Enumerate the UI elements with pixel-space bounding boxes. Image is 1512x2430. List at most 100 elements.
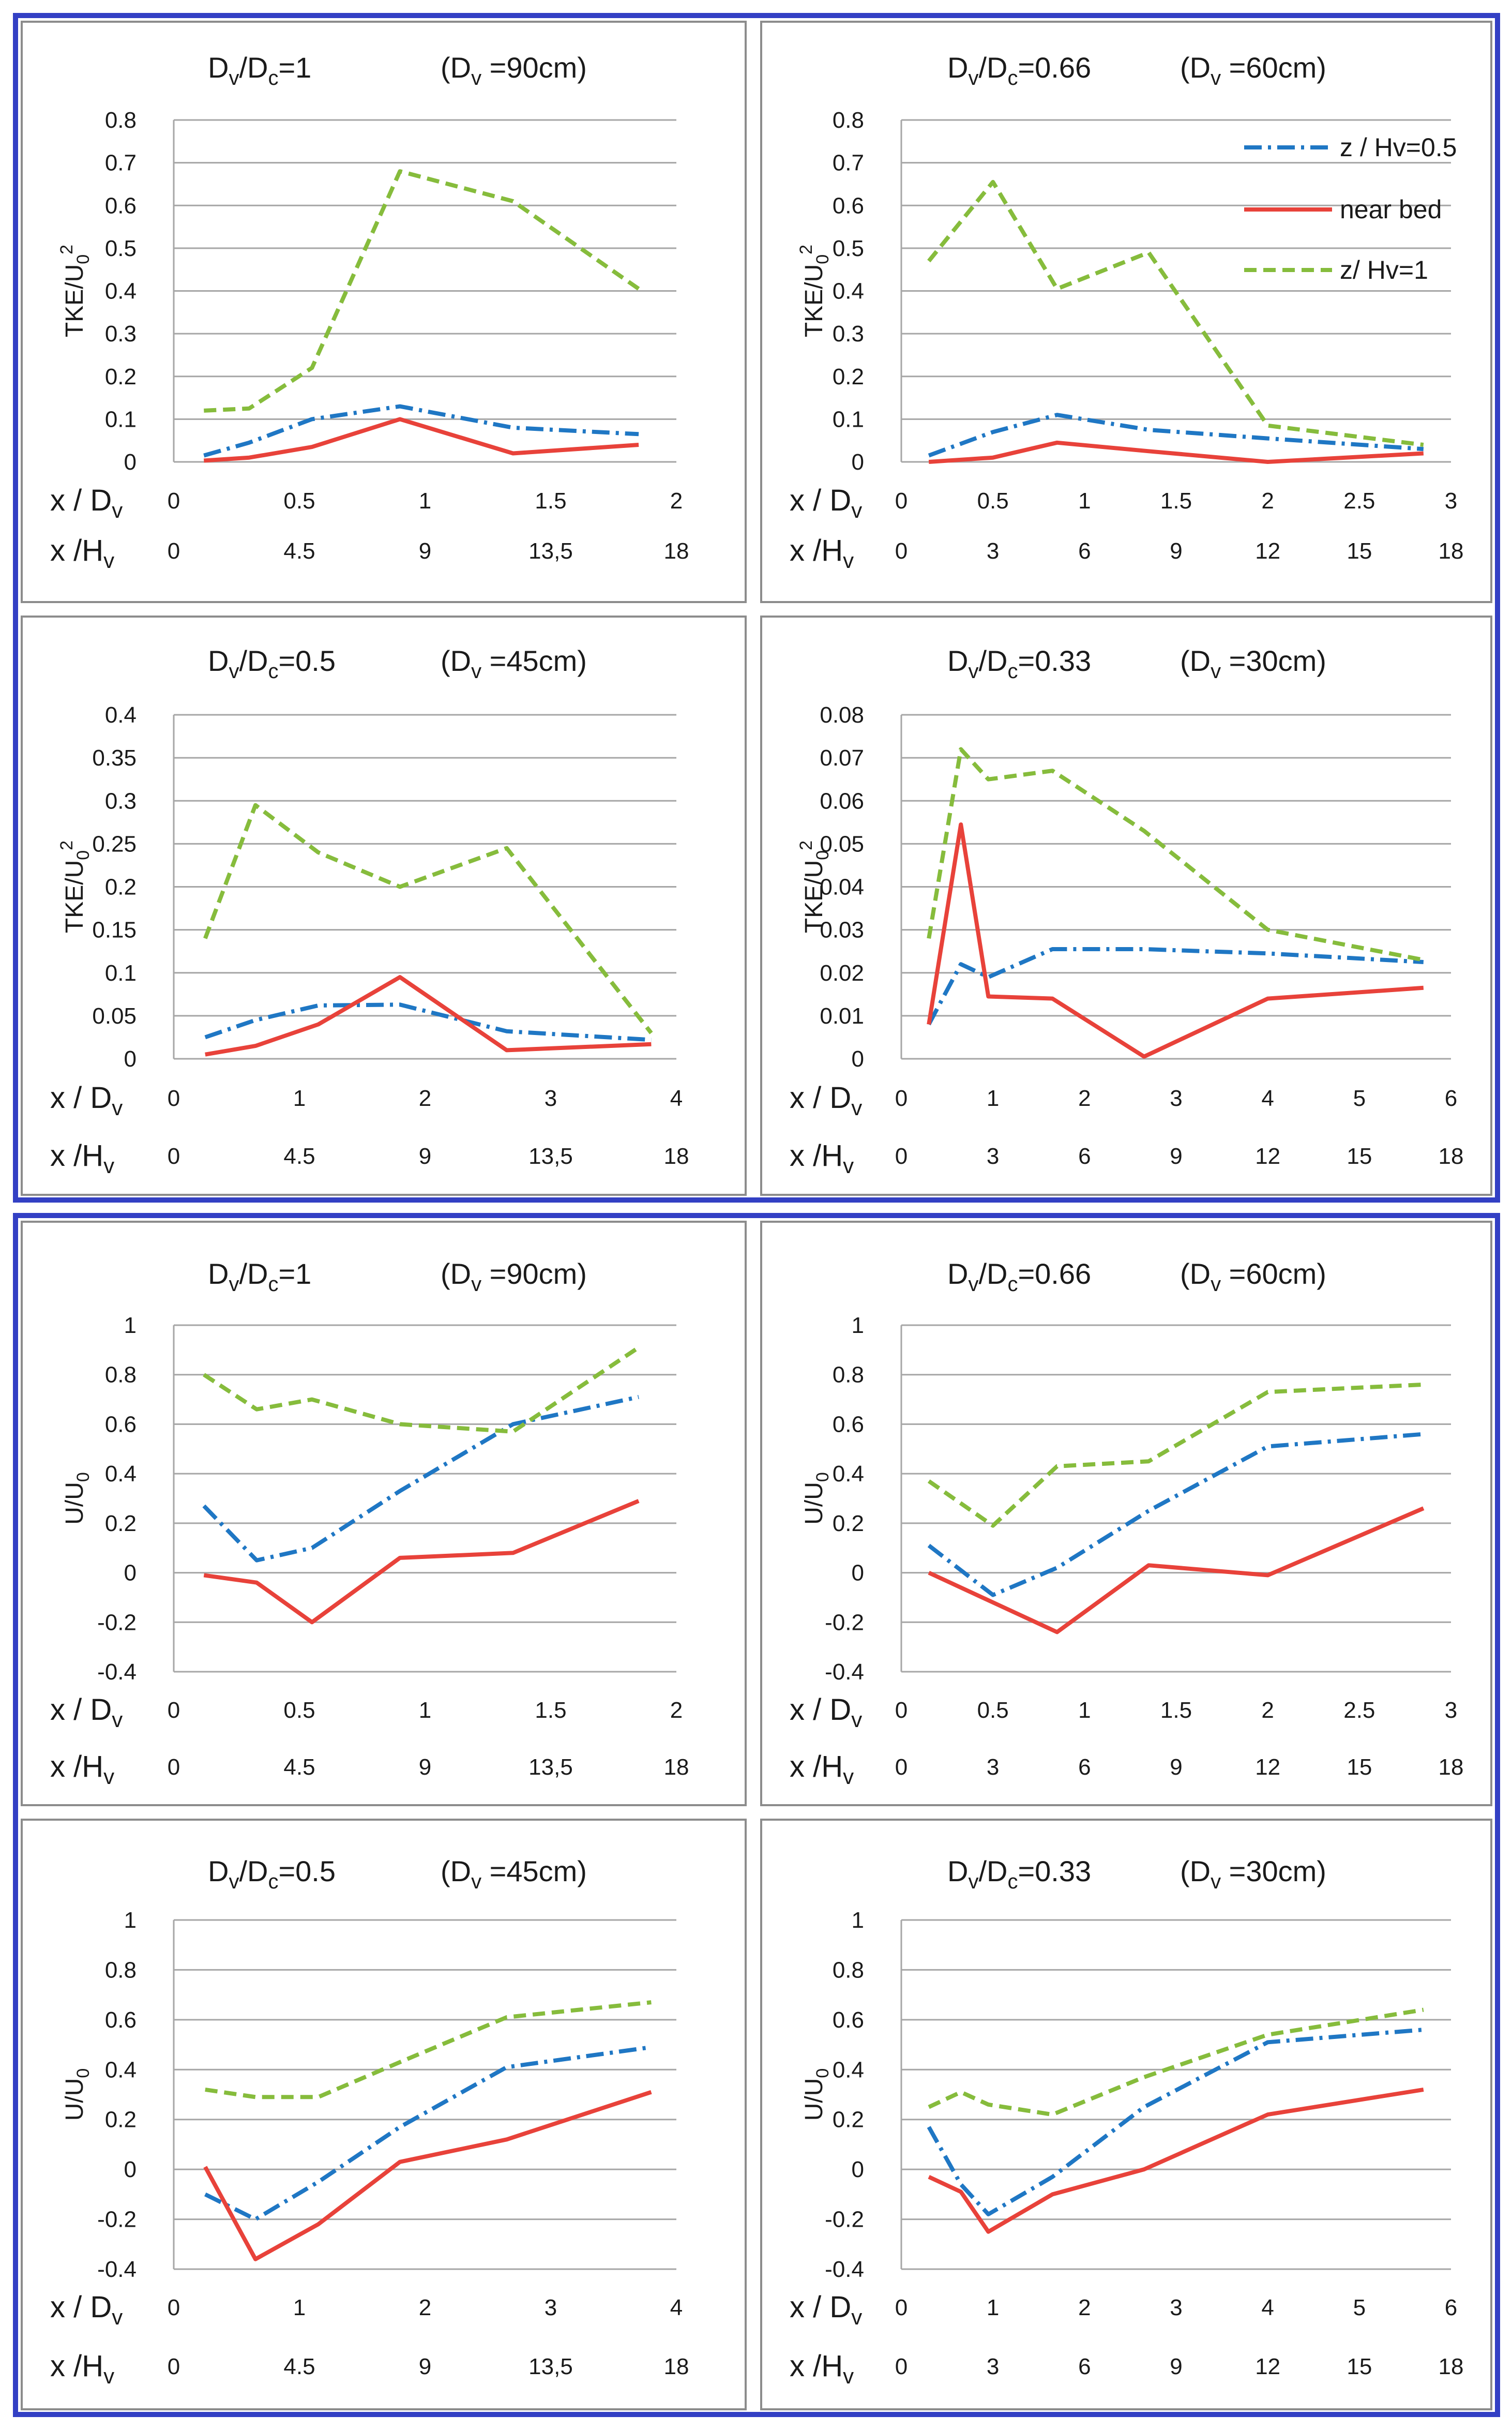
y-tick-label: -0.2	[825, 1610, 864, 1635]
series-line-s1	[203, 803, 653, 1034]
x-axis-label-sub: v	[112, 1096, 123, 1120]
y-tick-label: 0.6	[105, 2007, 137, 2033]
x2-tick-label: 15	[1347, 538, 1372, 564]
x2-axis-label-main: x /H	[790, 1139, 843, 1173]
title-sub: v	[471, 1273, 481, 1296]
title-part: /D	[239, 644, 268, 677]
x2-tick-label: 6	[1078, 1144, 1091, 1169]
title-sub: v	[1211, 660, 1221, 683]
y-tick-label: 0.4	[833, 279, 864, 304]
title-sub: v	[229, 1870, 239, 1893]
title-ratio: =1	[278, 1257, 311, 1290]
x-tick-label: 1	[419, 488, 431, 514]
x2-tick-label: 3	[987, 2354, 999, 2379]
x2-axis-label-sub: v	[103, 1764, 114, 1789]
x2-axis-label-sub: v	[843, 1764, 854, 1789]
y-tick-label: 0.6	[105, 193, 137, 218]
x2-axis-label: x /Hv	[790, 2349, 854, 2388]
series-line-bed	[928, 440, 1424, 464]
title-part: /D	[978, 1855, 1007, 1887]
x-tick-label: 4	[1261, 2295, 1274, 2320]
chart-u-dv60: -0.4 -0.2 0 0.2 0.4 0.6 0.8 1 0 0.5 1 1.5 2 2.5 3 0 3 6 9 1…	[760, 1221, 1492, 1806]
chart-tke-dv45: 0 0.05 0.1 0.15 0.2 0.25 0.3 0.35 0.4 0 1 2 3 4 0 4.5 9 1…	[21, 616, 747, 1196]
x-tick-label: 0	[168, 1698, 180, 1723]
y-tick-label: 0.02	[820, 961, 864, 986]
x-axis-label: x / Dv	[50, 1081, 123, 1120]
x-axis-label-sub: v	[112, 2305, 123, 2329]
y-tick-label: 0.8	[105, 1362, 137, 1388]
title-dv: =30cm)	[1221, 644, 1326, 677]
x-tick-label: 2.5	[1343, 1698, 1375, 1723]
x-axis-label-sub: v	[112, 1707, 123, 1732]
y-tick-label: 0.6	[833, 193, 864, 218]
x-tick-label: 2	[670, 1698, 683, 1723]
x2-tick-label: 15	[1347, 2354, 1372, 2379]
y-tick-label: 0.15	[92, 918, 137, 943]
x-tick-label: 5	[1353, 1086, 1366, 1111]
x-tick-label: 3	[1170, 1086, 1182, 1111]
title-sub: c	[268, 1273, 278, 1296]
panel-border	[760, 616, 1492, 1196]
title-sub: v	[229, 1273, 239, 1296]
x-axis-label: x / Dv	[50, 2290, 123, 2329]
y-tick-label: 1	[852, 1908, 864, 1933]
title-part: /D	[239, 51, 268, 84]
x2-tick-label: 18	[664, 1144, 689, 1169]
title-ratio: =0.5	[278, 1855, 336, 1887]
x-axis-label-main: x / D	[790, 2290, 851, 2324]
x-tick-label: 1.5	[1160, 488, 1192, 514]
title-part: (D	[441, 644, 471, 677]
y-axis-label-main: U/U	[61, 2078, 88, 2121]
x2-tick-label: 6	[1078, 1754, 1091, 1780]
y-tick-label: -0.4	[825, 1659, 864, 1685]
x2-tick-label: 9	[1170, 2354, 1182, 2379]
chart-title-dv: (Dv =60cm)	[1180, 1257, 1326, 1296]
x-tick-label: 4	[670, 1086, 683, 1111]
chart-u-dv90: -0.4 -0.2 0 0.2 0.4 0.6 0.8 1 0 0.5 1 1.5 2 0 4.5 9 13,5…	[21, 1221, 747, 1806]
x2-tick-label: 9	[1170, 1144, 1182, 1169]
x2-tick-label: 12	[1255, 2354, 1280, 2379]
title-part: /D	[978, 1257, 1007, 1290]
chart-title-dv: (Dv =90cm)	[441, 1257, 587, 1296]
y-axis-label-main: TKE/U	[800, 264, 828, 337]
x-tick-label: 3	[1445, 488, 1457, 514]
y-axis-label-sub: 0	[813, 254, 833, 264]
title-sub: c	[268, 1870, 278, 1893]
y-tick-label: 0.25	[92, 831, 137, 857]
x-tick-label: 1.5	[535, 488, 566, 514]
title-part: D	[947, 1257, 968, 1290]
title-sub: v	[968, 67, 978, 89]
y-tick-label: -0.4	[97, 1659, 137, 1685]
x2-tick-label: 0	[168, 2354, 180, 2379]
x2-tick-label: 18	[1439, 1144, 1464, 1169]
y-tick-label: 0	[124, 2157, 137, 2182]
x2-tick-label: 3	[987, 1144, 999, 1169]
x-tick-label: 4	[1261, 1086, 1274, 1111]
y-tick-label: -0.4	[825, 2257, 864, 2282]
x2-axis-label-main: x /H	[50, 1139, 103, 1173]
title-part: (D	[441, 1855, 471, 1887]
y-axis-label-sub: 0	[73, 254, 93, 264]
x2-axis-label: x /Hv	[790, 1139, 854, 1178]
y-axis-label-sup: 2	[796, 245, 816, 254]
series-line-s1	[205, 2000, 652, 2099]
title-dv: =45cm)	[481, 644, 587, 677]
chart-title: Dv/Dc=1	[208, 51, 311, 89]
title-part: D	[947, 1855, 968, 1887]
x2-tick-label: 9	[419, 2354, 431, 2379]
x2-axis-label-main: x /H	[790, 1750, 843, 1783]
series-line-s05	[927, 947, 1424, 1026]
x2-axis-label-sub: v	[103, 1153, 114, 1178]
title-dv: =30cm)	[1221, 1855, 1326, 1887]
x-tick-label: 3	[1170, 2295, 1182, 2320]
x2-tick-label: 18	[664, 2354, 689, 2379]
x2-axis-label: x /Hv	[50, 1139, 114, 1178]
y-tick-label: 0.6	[105, 1412, 137, 1437]
x-axis-label: x / Dv	[790, 1081, 862, 1120]
title-part: (D	[1180, 1257, 1211, 1290]
y-tick-label: 0.07	[820, 745, 864, 771]
x-tick-label: 0.5	[283, 1698, 315, 1723]
y-tick-label: 0	[852, 1046, 864, 1072]
x-tick-label: 3	[545, 1086, 557, 1111]
x-tick-label: 2	[419, 2295, 431, 2320]
